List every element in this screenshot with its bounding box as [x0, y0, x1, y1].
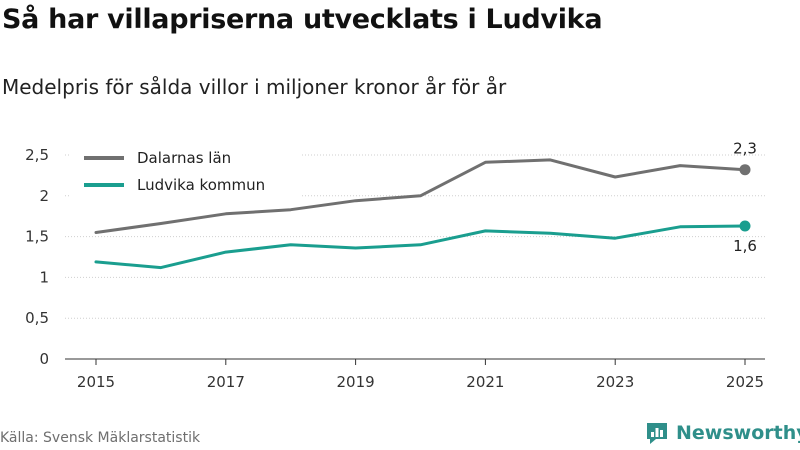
- y-tick-label: 0,5: [25, 309, 49, 327]
- y-tick-label: 2: [39, 187, 49, 205]
- y-axis: 0 0,5 1 1,5 2 2,5: [25, 146, 49, 368]
- newsworthy-icon: [647, 423, 667, 444]
- legend-background: [70, 145, 300, 201]
- series-line-dalarnas-lan: [94, 158, 747, 234]
- x-tick-label: 2015: [77, 373, 115, 391]
- series-layer: 2,3 1,6: [94, 140, 757, 270]
- source-note: Källa: Svensk Mäklarstatistik: [0, 430, 201, 446]
- series-end-point: [739, 164, 751, 176]
- x-axis: 2015 2017 2019 2021 2023 2025: [65, 358, 765, 391]
- data-label: 2,3: [733, 140, 757, 158]
- series-line-ludvika-kommun: [94, 224, 747, 270]
- legend-label: Ludvika kommun: [137, 176, 265, 194]
- y-tick-label: 0: [39, 350, 49, 368]
- x-tick-label: 2025: [726, 373, 764, 391]
- legend: Dalarnas län Ludvika kommun: [70, 145, 300, 201]
- legend-label: Dalarnas län: [137, 149, 231, 167]
- series-end-point: [739, 220, 751, 232]
- brand-logo: Newsworthy: [644, 420, 800, 446]
- data-label: 1,6: [733, 237, 757, 255]
- chart-title: Så har villapriserna utvecklats i Ludvik…: [2, 4, 603, 35]
- y-tick-label: 1,5: [25, 228, 49, 246]
- x-tick-label: 2019: [337, 373, 375, 391]
- x-tick-label: 2021: [466, 373, 504, 391]
- x-tick-label: 2017: [207, 373, 245, 391]
- y-tick-label: 1: [39, 268, 49, 286]
- x-tick-label: 2023: [596, 373, 634, 391]
- y-tick-label: 2,5: [25, 146, 49, 164]
- chart-subtitle: Medelpris för sålda villor i miljoner kr…: [2, 75, 507, 99]
- brand-name: Newsworthy: [676, 422, 800, 444]
